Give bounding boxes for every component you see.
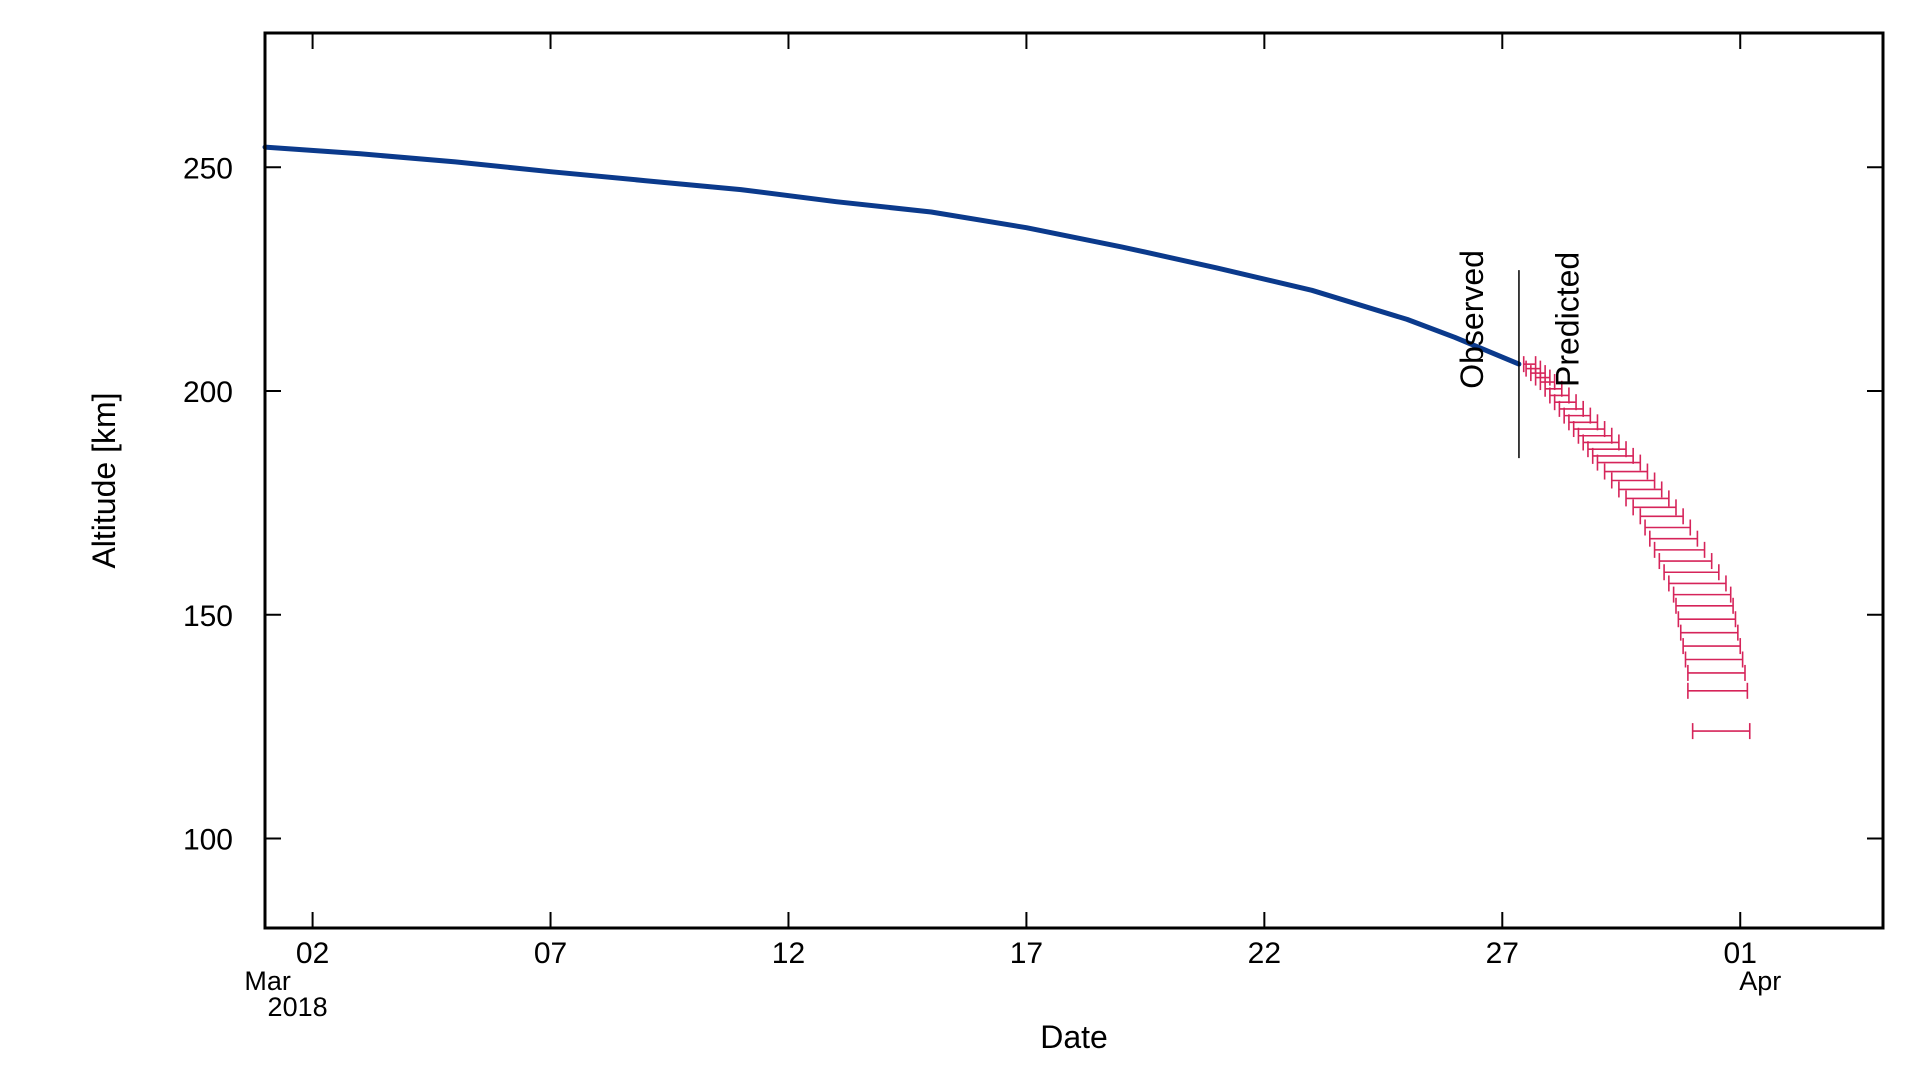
x-tick-label: 01 xyxy=(1724,937,1757,970)
predicted-error-bar xyxy=(1610,472,1656,489)
predicted-error-bar xyxy=(1672,586,1732,603)
predicted-error-bar xyxy=(1591,447,1634,464)
x-axis-label: Date xyxy=(1040,1019,1108,1055)
predicted-error-bar xyxy=(1618,481,1663,498)
x-tick-label: 12 xyxy=(772,937,805,970)
predicted-error-bar xyxy=(1663,564,1720,581)
predicted-error-bar xyxy=(1625,490,1670,507)
predicted-error-bar xyxy=(1530,365,1546,382)
x-tick-label: 07 xyxy=(534,937,567,970)
predicted-error-bar xyxy=(1687,682,1749,699)
predicted-error-bar xyxy=(1639,508,1684,525)
predicted-error-bar xyxy=(1668,575,1727,592)
predicted-error-bar xyxy=(1687,664,1746,681)
x-tick-label: 02 xyxy=(296,937,329,970)
predicted-error-bar xyxy=(1549,387,1570,404)
predicted-error-bar xyxy=(1691,723,1751,740)
predicted-error-bar xyxy=(1558,400,1584,417)
predicted-error-bar xyxy=(1679,624,1739,641)
x-tick-label: 17 xyxy=(1010,937,1043,970)
predicted-error-bar xyxy=(1587,441,1627,458)
observed-series-line xyxy=(262,144,1522,367)
y-tick-label: 250 xyxy=(183,152,233,185)
predicted-error-bar xyxy=(1677,611,1737,628)
y-tick-label: 150 xyxy=(183,600,233,633)
predicted-error-bar xyxy=(1544,380,1563,397)
y-axis-label: Altitude [km] xyxy=(86,392,122,568)
predicted-error-bar xyxy=(1563,407,1592,424)
x-tick-month-label: Mar xyxy=(244,966,291,996)
predicted-error-bar xyxy=(1539,374,1556,391)
annotation-predicted: Predicted xyxy=(1549,252,1585,387)
predicted-error-bar xyxy=(1596,454,1642,471)
x-tick-year-label: 2018 xyxy=(268,992,328,1022)
plot-area xyxy=(262,144,1751,740)
predicted-error-bar xyxy=(1653,541,1706,558)
y-tick-label: 100 xyxy=(183,824,233,857)
predicted-error-bar xyxy=(1644,519,1692,536)
x-tick-month-label: Apr xyxy=(1739,966,1781,996)
x-tick-label: 27 xyxy=(1486,937,1519,970)
predicted-error-bar xyxy=(1582,434,1620,451)
predicted-error-bar xyxy=(1553,394,1577,411)
predicted-error-bar xyxy=(1682,638,1742,655)
predicted-error-bar xyxy=(1534,369,1551,386)
predicted-error-bar xyxy=(1675,597,1734,614)
annotations: Observed Predicted xyxy=(1454,250,1585,389)
predicted-error-bar xyxy=(1632,499,1677,516)
plot-frame xyxy=(263,31,1885,930)
predicted-error-bar xyxy=(1684,651,1744,668)
x-tick-label: 22 xyxy=(1248,937,1281,970)
predicted-error-bar xyxy=(1525,360,1542,377)
predicted-error-bar xyxy=(1649,530,1699,547)
predicted-error-bar xyxy=(1603,463,1649,480)
y-tick-label: 200 xyxy=(183,376,233,409)
predicted-error-bar xyxy=(1658,553,1713,570)
annotation-observed: Observed xyxy=(1454,250,1490,389)
